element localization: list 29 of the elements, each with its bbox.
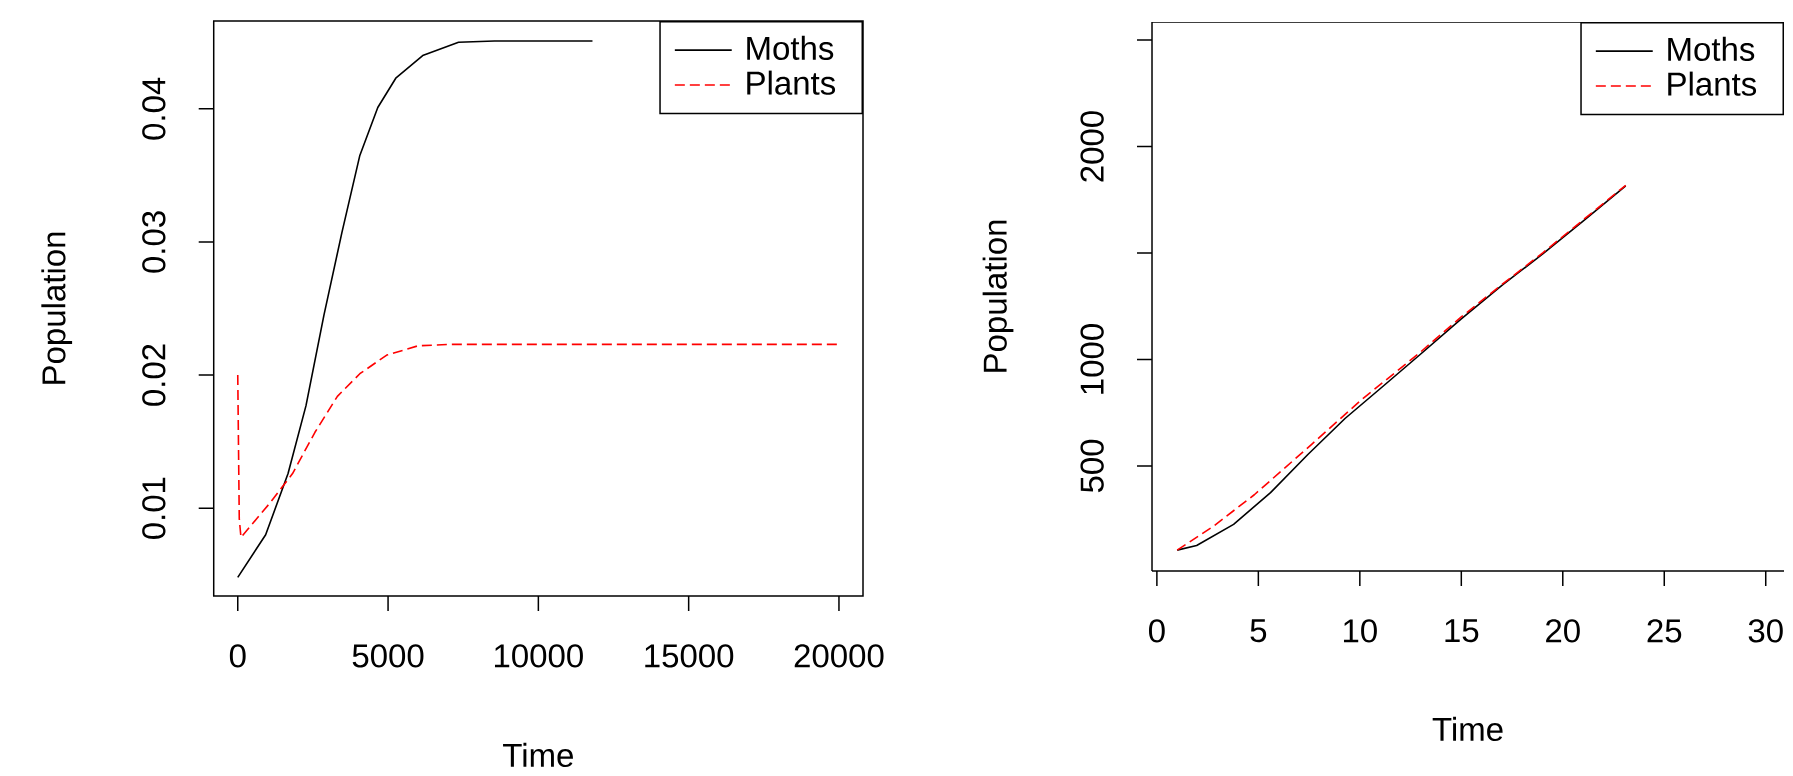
- y-tick-label: 0.04: [142, 77, 166, 140]
- x-tick-label: 0: [229, 644, 246, 668]
- legend-label: Plants: [1668, 71, 1757, 96]
- y-tick-label: 0.01: [142, 477, 166, 539]
- y-tick-label: 500: [1080, 439, 1104, 493]
- legend-label: Plants: [747, 70, 836, 95]
- x-tick-label: 15: [1445, 619, 1479, 643]
- legend-label: Moths: [747, 35, 834, 60]
- line-series: [236, 40, 594, 579]
- x-tick-label: 5: [1250, 619, 1267, 643]
- y-tick-label: 0.02: [142, 344, 166, 406]
- y-axis-title: Population: [982, 220, 1014, 372]
- y-tick-label: 1000: [1080, 324, 1104, 394]
- x-tick-label: 20: [1546, 619, 1580, 643]
- x-axis-title: Time: [503, 742, 573, 768]
- legend-label: Moths: [1668, 36, 1755, 61]
- line-series: [236, 343, 840, 539]
- x-tick-label: 20000: [794, 644, 884, 668]
- x-axis-title: Time: [1432, 716, 1503, 742]
- x-tick-label: 10: [1343, 619, 1377, 643]
- x-tick-label: 30: [1748, 619, 1783, 643]
- y-axis-title: Population: [41, 232, 73, 384]
- y-tick-label: 0.03: [142, 211, 166, 273]
- x-tick-label: 15000: [645, 644, 734, 668]
- x-tick-label: 10000: [494, 644, 583, 668]
- y-tick-label: 2000: [1080, 111, 1104, 182]
- x-tick-label: 25: [1647, 619, 1682, 643]
- x-tick-label: 5000: [352, 644, 424, 668]
- x-tick-label: 0: [1148, 619, 1165, 643]
